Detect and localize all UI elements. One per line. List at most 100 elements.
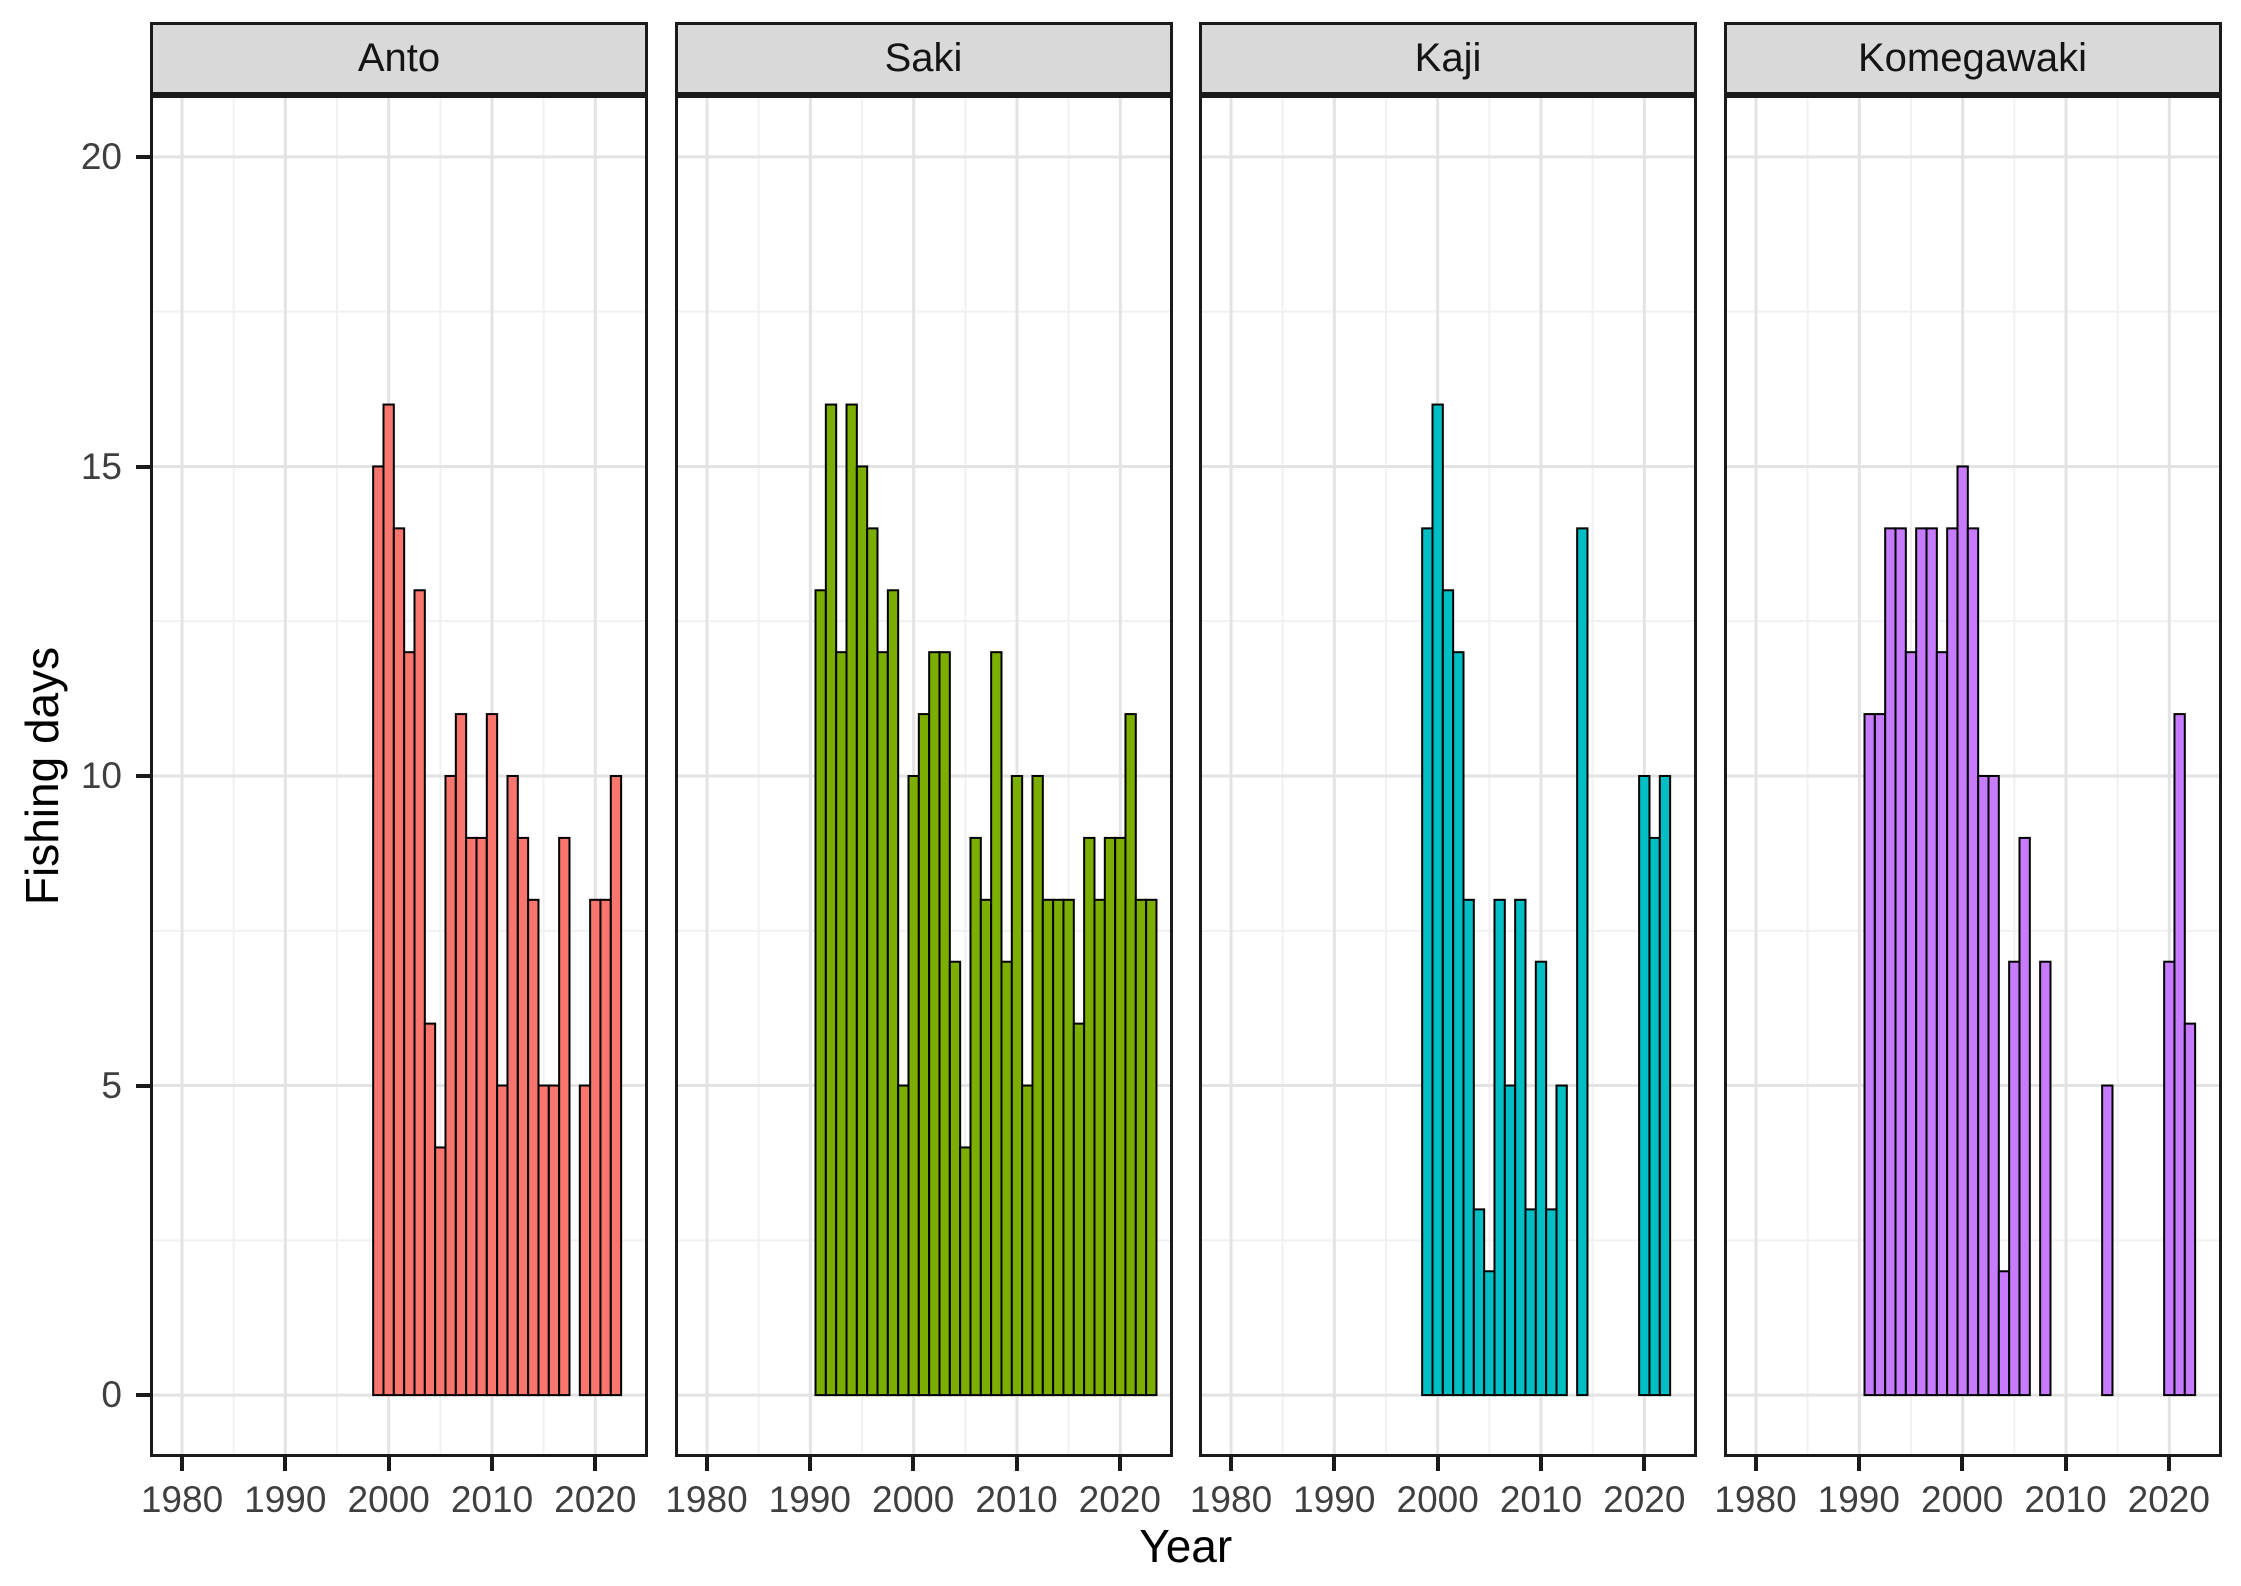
bar-komegawaki-2001 bbox=[1966, 527, 1979, 1397]
facet-panel-anto bbox=[150, 95, 648, 1457]
bar-anto-2014 bbox=[527, 898, 540, 1397]
x-axis-tick bbox=[283, 1457, 288, 1471]
facet-panel-kaji bbox=[1199, 95, 1697, 1457]
y-tick-label: 5 bbox=[101, 1064, 122, 1106]
facet-strip-kaji: Kaji bbox=[1199, 22, 1697, 95]
y-tick-label: 15 bbox=[80, 445, 122, 487]
bar-anto-2006 bbox=[444, 775, 457, 1397]
bar-saki-2013 bbox=[1041, 898, 1054, 1397]
bar-kaji-2001 bbox=[1441, 589, 1455, 1397]
bar-kaji-2006 bbox=[1493, 898, 1506, 1397]
x-tick-label: 2000 bbox=[872, 1479, 955, 1520]
bar-komegawaki-1991 bbox=[1863, 713, 1876, 1397]
bar-anto-2020 bbox=[589, 898, 602, 1397]
panel-border bbox=[674, 95, 1173, 1457]
bar-komegawaki-2003 bbox=[1987, 775, 2000, 1397]
bar-saki-1998 bbox=[886, 589, 899, 1397]
x-axis-tick bbox=[1856, 1457, 1861, 1471]
x-axis-tick bbox=[1539, 1457, 1543, 1471]
bar-saki-2021 bbox=[1123, 713, 1137, 1397]
facet-strip-label: Komegawaki bbox=[1857, 36, 2087, 80]
x-axis-tick bbox=[2063, 1457, 2068, 1471]
bar-anto-2008 bbox=[465, 836, 478, 1397]
bar-anto-2012 bbox=[506, 775, 519, 1397]
y-tick-label: 0 bbox=[101, 1374, 122, 1416]
bar-kaji-2002 bbox=[1452, 651, 1465, 1397]
bar-kaji-2012 bbox=[1555, 1084, 1568, 1397]
x-tick-label: 2000 bbox=[347, 1479, 430, 1520]
bar-kaji-2007 bbox=[1503, 1084, 1517, 1397]
x-axis-tick bbox=[180, 1457, 184, 1471]
bar-anto-2003 bbox=[413, 589, 426, 1397]
bar-kaji-2011 bbox=[1545, 1208, 1558, 1397]
bar-kaji-2004 bbox=[1472, 1208, 1486, 1397]
facet-panel-saki bbox=[674, 95, 1173, 1457]
bar-saki-2002 bbox=[927, 651, 940, 1397]
bar-anto-2019 bbox=[578, 1084, 592, 1397]
bar-saki-2012 bbox=[1030, 775, 1044, 1397]
bar-kaji-2000 bbox=[1431, 403, 1444, 1397]
x-axis-tick bbox=[1014, 1457, 1019, 1471]
x-axis-tick bbox=[911, 1457, 916, 1471]
x-tick-label: 1990 bbox=[1817, 1479, 1900, 1520]
facet-panel-komegawaki bbox=[1723, 95, 2222, 1457]
x-tick-label: 1980 bbox=[1189, 1479, 1273, 1520]
x-axis-tick bbox=[593, 1457, 598, 1471]
bar-anto-2013 bbox=[516, 836, 530, 1397]
bar-saki-1996 bbox=[865, 527, 878, 1397]
x-axis-tick bbox=[490, 1457, 494, 1471]
x-axis-tick bbox=[1642, 1457, 1647, 1471]
y-axis-tick bbox=[136, 464, 150, 469]
bar-komegawaki-1993 bbox=[1883, 527, 1897, 1397]
bar-anto-2007 bbox=[454, 713, 468, 1397]
facet-strip-label: Saki bbox=[884, 36, 963, 80]
x-axis-tick bbox=[807, 1457, 812, 1471]
bar-saki-2015 bbox=[1061, 898, 1075, 1397]
bar-anto-1999 bbox=[372, 465, 385, 1397]
bar-saki-2006 bbox=[968, 836, 982, 1397]
x-axis-title: Year bbox=[1139, 1520, 1233, 1572]
x-tick-label: 2020 bbox=[554, 1479, 637, 1520]
bar-saki-1993 bbox=[834, 651, 848, 1397]
bar-komegawaki-1992 bbox=[1873, 713, 1886, 1397]
bar-saki-2003 bbox=[938, 651, 951, 1397]
bar-saki-2017 bbox=[1082, 836, 1095, 1397]
x-tick-label: 2000 bbox=[1396, 1479, 1479, 1520]
bar-anto-2002 bbox=[403, 651, 416, 1397]
x-tick-label: 2010 bbox=[1499, 1479, 1583, 1520]
bar-saki-1991 bbox=[814, 589, 827, 1397]
bar-saki-2005 bbox=[958, 1146, 971, 1397]
x-tick-label: 1990 bbox=[768, 1479, 851, 1520]
bar-anto-2021 bbox=[599, 898, 612, 1397]
bar-komegawaki-2008 bbox=[2038, 960, 2051, 1397]
bar-anto-2004 bbox=[423, 1022, 437, 1397]
bar-anto-2010 bbox=[485, 713, 499, 1397]
bar-saki-1997 bbox=[876, 651, 889, 1397]
x-tick-label: 2010 bbox=[975, 1479, 1058, 1520]
x-tick-label: 2010 bbox=[2024, 1479, 2107, 1520]
bar-saki-1995 bbox=[855, 465, 868, 1397]
bar-saki-1992 bbox=[824, 403, 837, 1397]
y-tick-label: 10 bbox=[80, 755, 122, 796]
bar-anto-2001 bbox=[392, 527, 406, 1397]
facet-strip-komegawaki: Komegawaki bbox=[1723, 22, 2222, 95]
panel-border bbox=[1199, 95, 1697, 1457]
bar-saki-2009 bbox=[999, 960, 1013, 1397]
bar-saki-2020 bbox=[1113, 836, 1126, 1397]
bar-anto-2016 bbox=[547, 1084, 561, 1397]
x-tick-label: 1980 bbox=[140, 1479, 224, 1520]
facet-strip-label: Anto bbox=[357, 36, 441, 80]
bar-komegawaki-1997 bbox=[1925, 527, 1938, 1397]
y-axis-tick bbox=[136, 774, 150, 778]
bar-komegawaki-1995 bbox=[1904, 651, 1917, 1397]
bar-kaji-2014 bbox=[1576, 527, 1589, 1397]
x-axis-tick bbox=[1332, 1457, 1337, 1471]
x-axis-tick bbox=[2166, 1457, 2171, 1471]
bar-anto-2011 bbox=[496, 1084, 509, 1397]
bar-saki-2022 bbox=[1134, 898, 1147, 1397]
bar-saki-2019 bbox=[1103, 836, 1116, 1397]
y-tick-label: 20 bbox=[80, 135, 122, 177]
bar-anto-2009 bbox=[475, 836, 488, 1397]
bar-saki-1999 bbox=[896, 1084, 909, 1397]
